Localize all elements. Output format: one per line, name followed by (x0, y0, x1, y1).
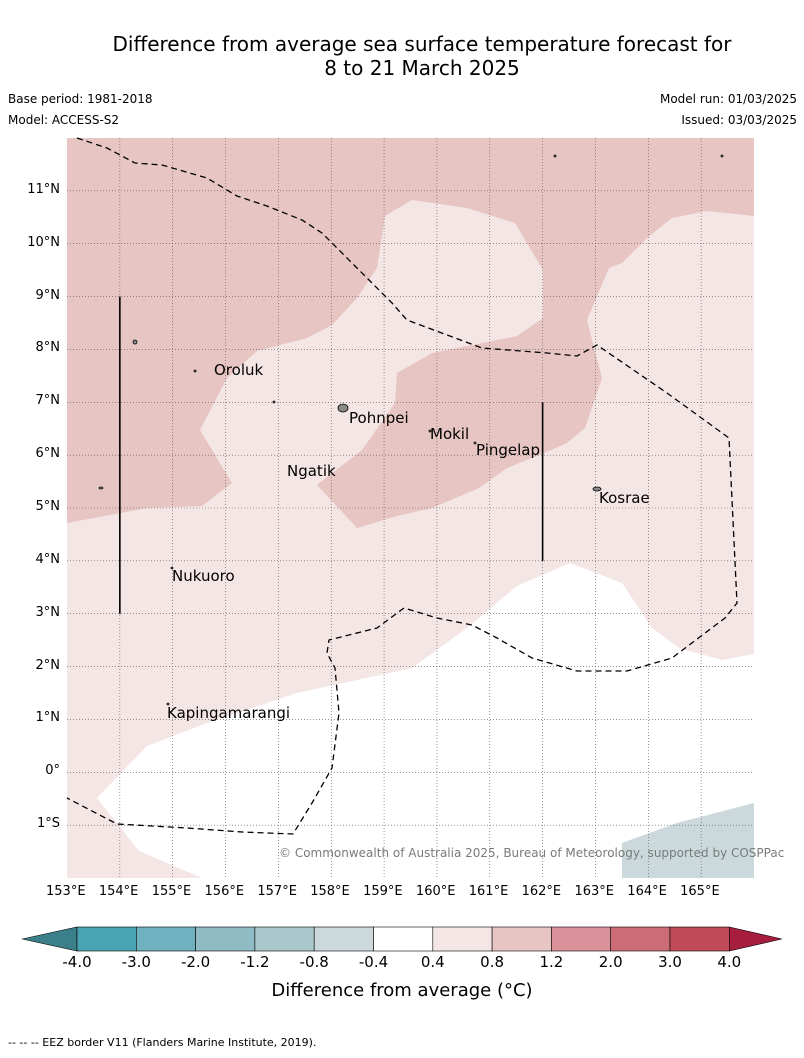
colorbar-tick-label: 2.0 (598, 953, 623, 971)
longitude-label: 164°E (627, 884, 667, 899)
islands (98, 154, 724, 706)
colorbar-segment (669, 926, 730, 952)
island-marker (720, 154, 724, 158)
longitude-label: 163°E (574, 884, 614, 899)
island-marker (98, 486, 104, 490)
longitude-label: 154°E (98, 884, 139, 899)
place-label-kosrae: Kosrae (599, 489, 650, 507)
latitude-label: 6°N (35, 446, 61, 462)
colorbar-segment (610, 926, 671, 952)
anomaly-0.8-1.2-region-north (67, 138, 754, 528)
longitude-label: 162°E (521, 884, 562, 899)
chart-title: Difference from average sea surface temp… (0, 32, 804, 80)
place-label-pohnpei: Pohnpei (349, 409, 409, 427)
negative-anomaly-region (622, 803, 754, 878)
latitude-label: 2°N (35, 657, 61, 673)
latitude-label: 11°N (27, 181, 60, 197)
title-line-1: Difference from average sea surface temp… (112, 32, 732, 56)
island-marker (166, 702, 170, 706)
colorbar-segment (491, 926, 552, 952)
colorbar-tick-label: -1.2 (240, 953, 270, 971)
longitude-label: 158°E (310, 884, 350, 899)
place-label-kapingamarangi: Kapingamarangi (167, 704, 291, 722)
eez-border-line (66, 137, 738, 835)
colorbar-segment (313, 926, 374, 952)
colorbar-tick-label: -0.8 (299, 953, 329, 971)
sst-anomaly-map (66, 137, 754, 878)
latitude-label: 1°S (36, 816, 60, 832)
place-label-mokil: Mokil (430, 425, 470, 443)
place-label-ngatik: Ngatik (287, 462, 336, 480)
neutral-anomaly-region (97, 563, 754, 878)
longitude-label: 155°E (151, 884, 192, 899)
island-marker (428, 429, 432, 433)
latitude-label: 10°N (27, 234, 60, 250)
longitude-label: 157°E (257, 884, 297, 899)
colorbar-title: Difference from average (°C) (271, 980, 533, 1001)
colorbar-tick-label: -2.0 (180, 953, 211, 971)
colorbar-segment (551, 926, 612, 952)
latitude-label: 3°N (35, 604, 61, 620)
longitude-label: 165°E (680, 884, 720, 899)
colorbar-tick-labels: -4.0 -3.0 -2.0 -1.2 -0.8 -0.4 0.4 0.8 1.2 2.0 3.0 4… (0, 953, 804, 973)
colorbar-tick-label: 0.8 (480, 953, 505, 971)
island-marker (272, 400, 276, 404)
place-label-nukuoro: Nukuoro (172, 567, 235, 585)
island-marker (337, 403, 349, 413)
eez-borders (66, 137, 738, 835)
colorbar-segment (195, 926, 256, 952)
colorbar-tick-label: 4.0 (717, 953, 742, 971)
latitude-label: 5°N (35, 499, 61, 514)
latitude-label: 4°N (35, 551, 61, 567)
island-marker (170, 566, 174, 570)
island-marker (592, 486, 602, 492)
colorbar-tick-label: 3.0 (658, 953, 682, 971)
colorbar-segment (76, 926, 137, 952)
title-line-2: 8 to 21 March 2025 (324, 56, 520, 80)
colorbar-segment (432, 926, 493, 952)
latitude-label: 1°N (35, 710, 61, 726)
issued-label: Issued: 03/03/2025 (681, 113, 797, 127)
island-marker (473, 441, 477, 445)
longitude-label: 160°E (415, 884, 456, 899)
longitude-label: 159°E (363, 884, 403, 899)
island-marker (132, 339, 138, 345)
colorbar-extend-right (728, 926, 782, 952)
eez-footnote: -- -- -- EEZ border V11 (Flanders Marine… (8, 1036, 317, 1049)
graticule (67, 138, 754, 878)
colorbar (22, 926, 782, 952)
place-label-pingelap: Pingelap (476, 441, 541, 459)
copyright-notice: © Commonwealth of Australia 2025, Bureau… (279, 846, 785, 860)
model-run-label: Model run: 01/03/2025 (659, 92, 797, 106)
colorbar-tick-label: 1.2 (539, 953, 564, 971)
latitude-label: 7°N (35, 393, 61, 409)
colorbar-tick-label: 0.4 (420, 953, 445, 971)
colorbar-segment (136, 926, 196, 952)
island-marker (193, 369, 197, 373)
colorbar-tick-label: -3.0 (121, 953, 151, 971)
longitude-label: 161°E (468, 884, 509, 899)
longitude-label: 153°E (46, 884, 86, 899)
colorbar-extend-left (22, 926, 78, 952)
base-period-label: Base period: 1981-2018 (8, 92, 153, 106)
longitude-label: 156°E (204, 884, 245, 899)
island-marker (553, 154, 557, 158)
latitude-label: 8°N (35, 340, 61, 356)
place-label-oroluk: Oroluk (214, 361, 264, 379)
model-label: Model: ACCESS-S2 (8, 113, 120, 127)
colorbar-tick-label: -0.4 (358, 953, 389, 971)
colorbar-segment (373, 926, 434, 952)
latitude-label: 0° (45, 763, 60, 779)
colorbar-tick-label: -4.0 (62, 953, 92, 971)
colorbar-segment (254, 926, 315, 952)
latitude-label: 9°N (35, 287, 61, 303)
